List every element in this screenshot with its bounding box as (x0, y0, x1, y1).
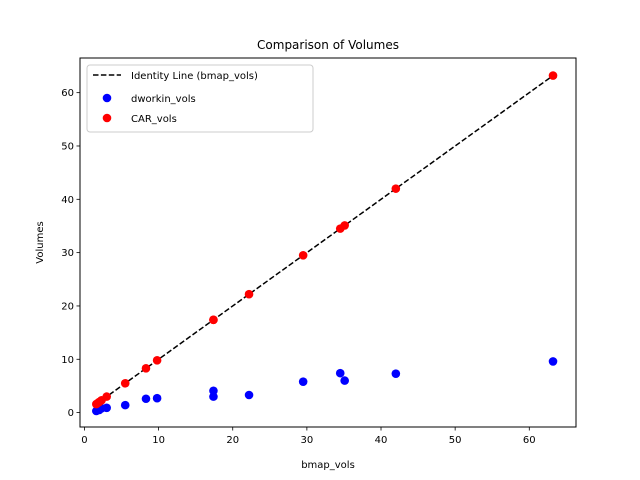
data-point (152, 393, 162, 403)
axes-frame (79, 57, 577, 428)
y-tick-label: 50 (61, 141, 74, 152)
legend-marker-dworkin (102, 93, 112, 103)
legend-box (86, 64, 314, 133)
y-axis: 0 10 20 30 40 50 60 (61, 88, 80, 419)
x-tick-label: 40 (375, 435, 388, 446)
legend-entry-dworkin: dworkin_vols (131, 94, 196, 105)
data-point (209, 386, 218, 396)
data-point (120, 400, 130, 410)
series-car-vols (92, 71, 558, 409)
data-point (141, 364, 151, 373)
x-axis-label: bmap_vols (301, 460, 355, 471)
data-point (548, 71, 558, 80)
x-tick-label: 30 (301, 435, 314, 446)
data-point (152, 356, 162, 365)
x-tick-label: 50 (449, 435, 462, 446)
data-point (340, 376, 349, 385)
y-tick-label: 10 (61, 355, 74, 366)
data-point (102, 392, 111, 401)
y-tick-label: 30 (61, 248, 74, 259)
data-point (298, 377, 308, 386)
y-axis-label: Volumes (35, 221, 46, 263)
data-point (335, 368, 345, 378)
x-tick-label: 0 (81, 435, 87, 446)
data-point (244, 289, 254, 299)
legend-entry-car: CAR_vols (131, 114, 177, 125)
chart-title: Comparison of Volumes (257, 38, 399, 52)
data-point (141, 394, 151, 404)
x-tick-label: 20 (226, 435, 239, 446)
y-tick-label: 60 (61, 88, 74, 99)
data-point (298, 250, 308, 260)
y-tick-label: 20 (61, 301, 74, 312)
data-point (391, 184, 401, 193)
data-point (391, 369, 401, 378)
identity-line (95, 74, 554, 405)
data-point (548, 357, 558, 366)
x-tick-label: 10 (152, 435, 165, 446)
legend-marker-car (102, 113, 112, 123)
data-point (340, 221, 349, 230)
series-dworkin-vols (92, 357, 558, 416)
y-tick-label: 40 (61, 195, 74, 206)
plot-area (92, 71, 558, 416)
x-axis: 0 10 20 30 40 50 60 (81, 427, 536, 446)
data-point (102, 403, 111, 413)
y-tick-label: 0 (68, 408, 74, 419)
legend-entry-identity: Identity Line (bmap_vols) (131, 71, 258, 82)
legend: Identity Line (bmap_vols) dworkin_vols C… (86, 64, 314, 133)
data-point (120, 378, 130, 388)
data-point (209, 315, 218, 325)
x-tick-label: 60 (523, 435, 536, 446)
data-point (244, 390, 254, 400)
